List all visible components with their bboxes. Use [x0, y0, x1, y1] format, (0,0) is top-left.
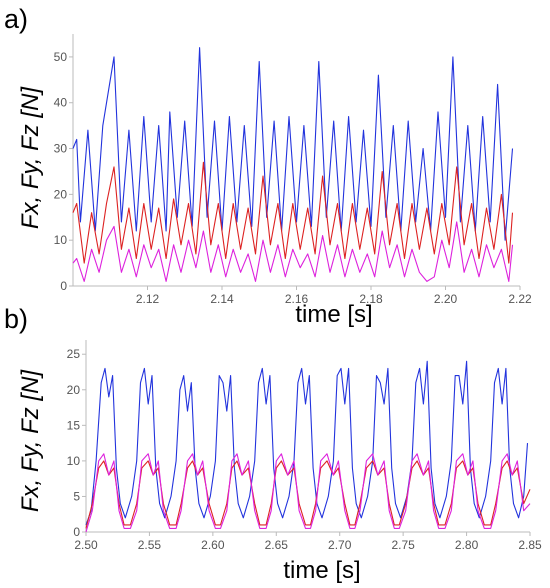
panel-b-label: b)	[4, 304, 28, 334]
panel-b-series-magenta-line	[85, 453, 531, 533]
panel-a-x-tick-label: 2.18	[359, 292, 383, 306]
panel-b-x-tick-label: 2.50	[74, 538, 98, 552]
panel-b-x-tick-label: 2.70	[328, 538, 352, 552]
panel-b-y-tick-label: 20	[67, 383, 81, 397]
panel-a-y-axis-label: Fx, Fy, Fz [N]	[17, 86, 44, 230]
panel-b-plot: 0 5 10 15 20 25 2.50 2.55 2.60 2.65 2.70 2.75 2.80 2.…	[67, 340, 542, 552]
panel-a-label: a)	[4, 4, 28, 34]
panel-a-x-tick-label: 2.16	[285, 292, 309, 306]
panel-a-x-tick-label: 2.22	[508, 292, 532, 306]
panel-a-y-tick-label: 50	[54, 50, 68, 64]
panel-b-series-blue-line	[85, 360, 529, 526]
panel-a-y-tick-label: 30	[54, 142, 68, 156]
panel-b-x-tick-label: 2.80	[455, 538, 479, 552]
panel-b-x-tick-label: 2.75	[391, 538, 415, 552]
panel-b-x-tick-label: 2.60	[201, 538, 225, 552]
panel-b-x-tick-label: 2.55	[138, 538, 162, 552]
panel-b-x-axis-label: time [s]	[283, 557, 360, 584]
panel-a-y-tick-label: 10	[54, 233, 68, 247]
panel-b-x-tick-label: 2.85	[518, 538, 542, 552]
panel-a-y-tick-label: 20	[54, 187, 68, 201]
panel-b-y-tick-label: 25	[67, 347, 81, 361]
panel-a-x-axis-label: time [s]	[295, 301, 372, 328]
panel-b-x-tick-label: 2.65	[265, 538, 289, 552]
panel-a-series-magenta-line	[72, 221, 514, 282]
panel-b-y-tick-label: 10	[67, 454, 81, 468]
panel-a-y-tick-label: 0	[60, 279, 67, 293]
panel-b-y-tick-label: 5	[73, 489, 80, 503]
panel-a-x-tick-label: 2.14	[210, 292, 234, 306]
panel-a-x-tick-label: 2.20	[434, 292, 458, 306]
panel-b-y-axis-label: Fx, Fy, Fz [N]	[17, 369, 44, 513]
panel-b-y-tick-label: 0	[73, 525, 80, 539]
panel-a-series-blue-line	[72, 47, 514, 241]
panel-b-y-tick-label: 15	[67, 418, 81, 432]
panel-b: b) Fx, Fy, Fz [N] time [s] 0 5 10 15 20 25 2.5…	[4, 304, 542, 584]
panel-a-y-tick-label: 40	[54, 96, 68, 110]
panel-a: a) Fx, Fy, Fz [N] time [s] 0 10 20 30 40 50 2.…	[4, 4, 532, 328]
panel-a-series-red-line	[72, 161, 514, 264]
panel-a-x-tick-label: 2.12	[136, 292, 160, 306]
panel-a-plot: 0 10 20 30 40 50 2.12 2.14 2.16 2.18 2.20 2.22	[54, 34, 532, 306]
